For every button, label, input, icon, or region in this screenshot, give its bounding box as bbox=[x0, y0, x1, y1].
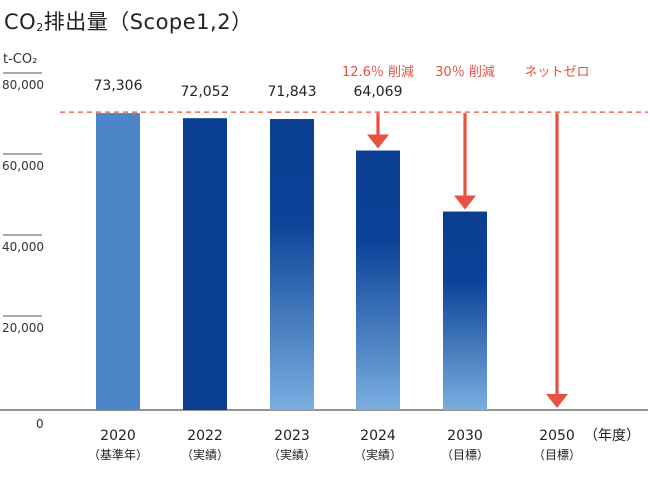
y-tick-label: 20,000 bbox=[2, 321, 44, 335]
x-tick-sublabel: （実績） bbox=[268, 447, 316, 462]
x-tick-sublabel: （目標） bbox=[533, 448, 581, 462]
x-tick-label-2020: 2020 bbox=[100, 428, 136, 444]
x-tick-sublabel: （実績） bbox=[354, 447, 402, 462]
bar-2020 bbox=[96, 113, 140, 410]
reduction-arrow-shaft bbox=[463, 113, 467, 196]
bar-2022 bbox=[183, 118, 227, 411]
x-tick-label-2030: 2030 bbox=[447, 428, 483, 444]
x-tick-sublabel: （実績） bbox=[181, 447, 229, 462]
bar-2023 bbox=[270, 119, 314, 410]
x-tick-label-2050: 2050 bbox=[539, 428, 575, 444]
x-tick-sublabel: （基準年） bbox=[88, 447, 148, 462]
y-tick-label: 60,000 bbox=[2, 159, 44, 173]
reduction-arrow-head bbox=[546, 394, 568, 408]
x-axis-unit: （年度） bbox=[584, 428, 640, 444]
value-label-2023: 71,843 bbox=[268, 84, 317, 100]
annotation-label: 30％ 削減 bbox=[435, 64, 495, 80]
y-axis-unit: t-CO₂ bbox=[3, 52, 37, 67]
x-tick-label-2024: 2024 bbox=[360, 428, 396, 444]
chart-title: CO2排出量（Scope1,2） bbox=[4, 10, 253, 34]
x-tick-sublabel: （目標） bbox=[441, 448, 489, 462]
value-label-2022: 72,052 bbox=[181, 84, 230, 100]
reduction-arrow-shaft bbox=[376, 113, 380, 135]
bar-2024 bbox=[356, 150, 400, 410]
annotation-label: 12.6％ 削減 bbox=[342, 64, 414, 80]
x-tick-label-2023: 2023 bbox=[274, 428, 310, 444]
bar-2030 bbox=[443, 211, 487, 410]
reduction-arrow-head bbox=[367, 134, 389, 149]
y-tick-label: 80,000 bbox=[2, 78, 44, 92]
annotation-label: ネットゼロ bbox=[524, 65, 589, 80]
y-tick-label: 40,000 bbox=[2, 240, 44, 254]
y-tick-label: 0 bbox=[36, 417, 44, 431]
x-tick-label-2022: 2022 bbox=[187, 428, 223, 444]
value-label-2020: 73,306 bbox=[94, 78, 143, 94]
reduction-arrow-head bbox=[454, 195, 476, 210]
value-label-2024: 64,069 bbox=[354, 84, 403, 100]
reduction-arrow-shaft bbox=[555, 113, 559, 394]
